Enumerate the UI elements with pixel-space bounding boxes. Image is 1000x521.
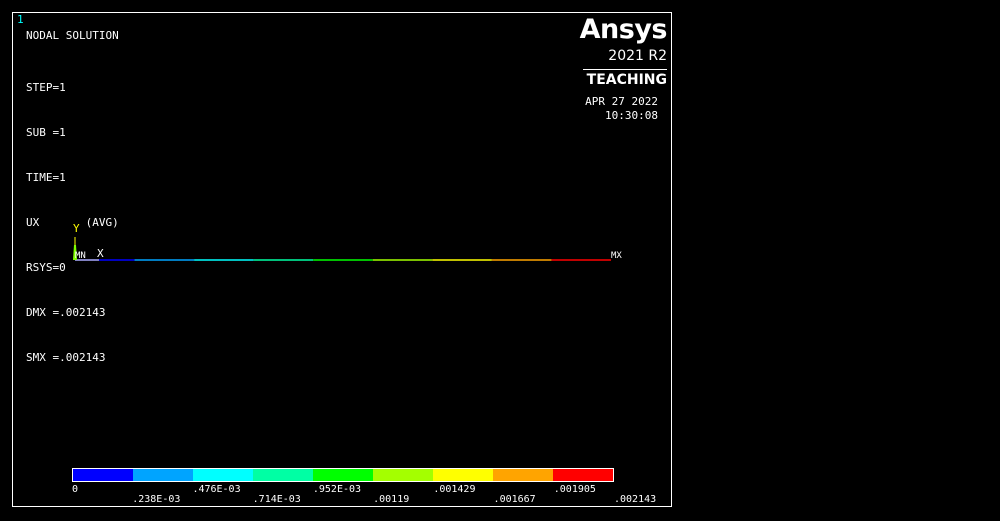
ansys-logo: Ansys 2021 R2 TEACHING (567, 14, 668, 89)
legend-band (73, 469, 133, 481)
coordinate-triad: Y X MN MX (73, 222, 622, 261)
legend-label: .00119 (373, 494, 410, 505)
brand-version: 2021 R2 (608, 48, 667, 64)
info-result: UX (AVG) (26, 216, 119, 229)
contour-legend (72, 468, 614, 482)
timestamp-date: APR 27 2022 (585, 95, 658, 108)
legend-label: .714E-03 (252, 494, 301, 505)
info-time: TIME=1 (26, 171, 66, 184)
triad-y-label: Y (73, 222, 80, 235)
max-label: MX (611, 251, 622, 261)
legend-band (193, 469, 253, 481)
graphics-window[interactable]: 1 NODAL SOLUTION STEP=1 SUB =1 TIME=1 UX… (12, 12, 672, 507)
legend-band (433, 469, 493, 481)
legend-band (553, 469, 613, 481)
window-number: 1 (17, 13, 24, 26)
timestamp-time: 10:30:08 (605, 109, 658, 122)
info-smx: SMX =.002143 (26, 351, 106, 364)
brand-logo-text: Ansys (579, 14, 668, 45)
legend-band (313, 469, 373, 481)
plot-title: NODAL SOLUTION (26, 29, 119, 42)
legend-label: .238E-03 (132, 494, 181, 505)
legend-band (373, 469, 433, 481)
legend-label: .001429 (433, 484, 476, 495)
legend-label: .001905 (553, 484, 596, 495)
model-viewport[interactable]: Y X MN MX (13, 13, 671, 506)
legend-band (253, 469, 313, 481)
legend-band (133, 469, 193, 481)
solution-info: STEP=1 SUB =1 TIME=1 UX (AVG) RSYS=0 DMX… (26, 50, 119, 395)
info-dmx: DMX =.002143 (26, 306, 106, 319)
legend-label: .002143 (614, 494, 657, 505)
info-rsys: RSYS=0 (26, 261, 66, 274)
brand-divider (583, 69, 667, 70)
min-label: MN (75, 251, 86, 261)
timestamp: APR 27 2022 10:30:08 (585, 95, 658, 123)
info-step: STEP=1 (26, 81, 66, 94)
brand-edition: TEACHING (586, 72, 667, 88)
triad-x-label: X (97, 247, 104, 260)
legend-label: .952E-03 (312, 484, 362, 495)
legend-label: 0 (72, 484, 79, 495)
info-sub: SUB =1 (26, 126, 66, 139)
triad-marker (73, 245, 77, 260)
legend-label: .001667 (493, 494, 536, 505)
legend-band (493, 469, 553, 481)
legend-label: .476E-03 (192, 484, 241, 495)
